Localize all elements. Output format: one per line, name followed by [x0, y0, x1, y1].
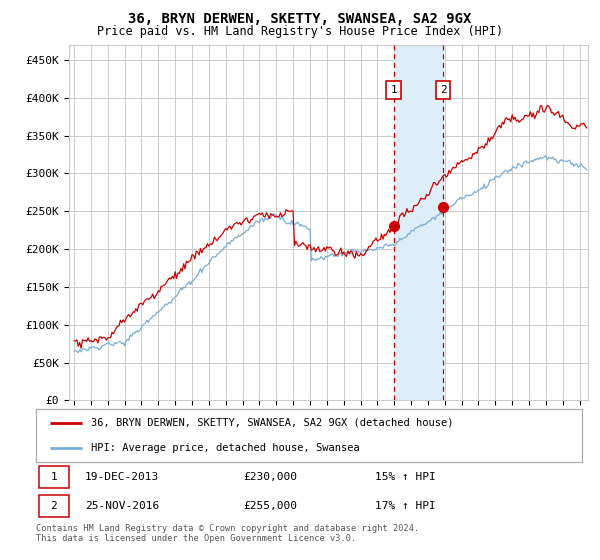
Text: 36, BRYN DERWEN, SKETTY, SWANSEA, SA2 9GX (detached house): 36, BRYN DERWEN, SKETTY, SWANSEA, SA2 9G…	[91, 418, 453, 428]
Text: 15% ↑ HPI: 15% ↑ HPI	[374, 472, 435, 482]
Text: £230,000: £230,000	[244, 472, 298, 482]
Text: 17% ↑ HPI: 17% ↑ HPI	[374, 501, 435, 511]
Text: Price paid vs. HM Land Registry's House Price Index (HPI): Price paid vs. HM Land Registry's House …	[97, 25, 503, 38]
Text: 1: 1	[50, 472, 57, 482]
Text: Contains HM Land Registry data © Crown copyright and database right 2024.
This d: Contains HM Land Registry data © Crown c…	[36, 524, 419, 543]
Bar	[394, 45, 443, 400]
Text: 2: 2	[440, 85, 446, 95]
Text: HPI: Average price, detached house, Swansea: HPI: Average price, detached house, Swan…	[91, 443, 359, 453]
Text: 36, BRYN DERWEN, SKETTY, SWANSEA, SA2 9GX: 36, BRYN DERWEN, SKETTY, SWANSEA, SA2 9G…	[128, 12, 472, 26]
Text: £255,000: £255,000	[244, 501, 298, 511]
FancyBboxPatch shape	[36, 409, 582, 462]
Text: 1: 1	[391, 85, 397, 95]
Text: 2: 2	[50, 501, 57, 511]
Text: 19-DEC-2013: 19-DEC-2013	[85, 472, 160, 482]
Text: 25-NOV-2016: 25-NOV-2016	[85, 501, 160, 511]
FancyBboxPatch shape	[39, 495, 69, 517]
FancyBboxPatch shape	[39, 466, 69, 488]
